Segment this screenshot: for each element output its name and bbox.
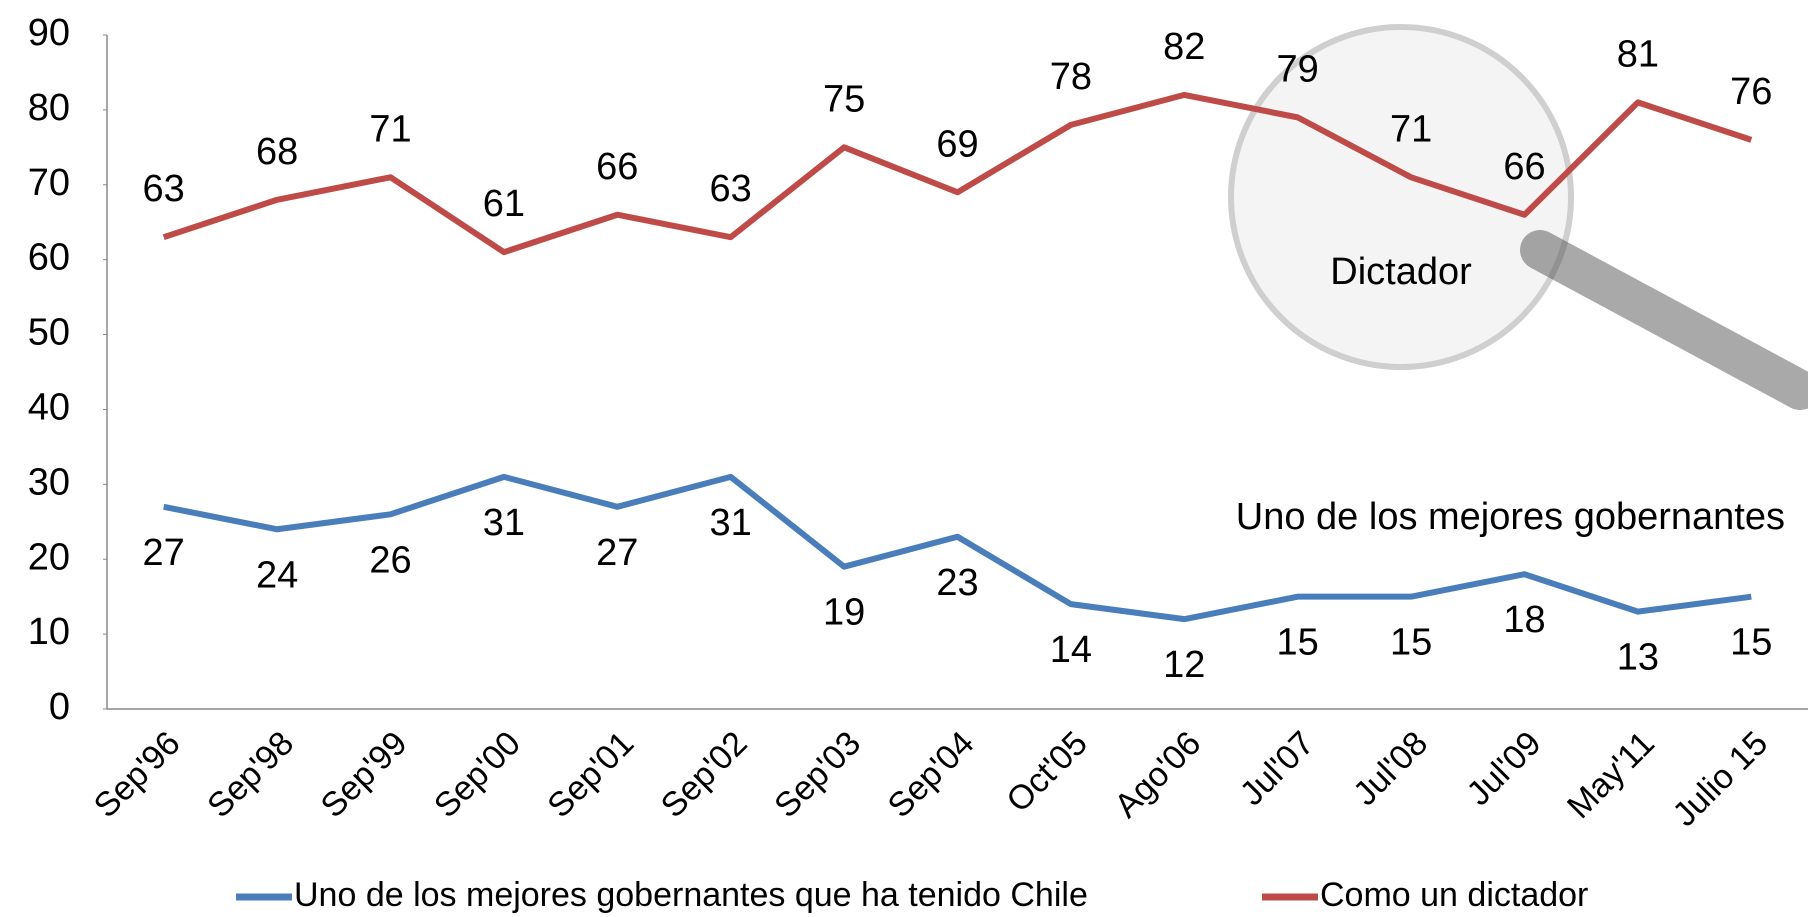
data-label: 23 (936, 562, 978, 604)
data-label: 15 (1730, 622, 1772, 664)
y-tick-label: 40 (28, 386, 70, 428)
data-label: 75 (823, 78, 865, 120)
y-tick-label: 50 (28, 312, 70, 354)
data-label: 31 (710, 502, 752, 544)
y-tick-label: 30 (28, 461, 70, 503)
chart: Dictador Uno de los mejores gobernantes … (0, 0, 1808, 917)
annotation: Uno de los mejores gobernantes (1236, 496, 1785, 538)
y-tick-label: 20 (28, 536, 70, 578)
data-label: 63 (710, 168, 752, 210)
data-label: 71 (1390, 108, 1432, 150)
x-tick-label: Sep'96 (87, 724, 188, 825)
data-label: 61 (483, 183, 525, 225)
data-label: 78 (1050, 56, 1092, 98)
data-label: 12 (1163, 644, 1205, 686)
x-tick-label: Julio 15 (1666, 724, 1776, 834)
data-label: 76 (1730, 71, 1772, 113)
y-tick-label: 0 (49, 686, 70, 728)
data-label: 69 (936, 123, 978, 165)
data-label: 18 (1503, 599, 1545, 641)
x-tick-label: Sep'98 (200, 724, 301, 825)
data-label: 15 (1277, 622, 1319, 664)
data-label: 31 (483, 502, 525, 544)
y-tick-label: 60 (28, 237, 70, 279)
data-label: 79 (1277, 48, 1319, 90)
y-tick-label: 70 (28, 162, 70, 204)
y-tick-label: 90 (28, 12, 70, 54)
magnifier-handle (1540, 250, 1800, 390)
x-tick-label: Sep'99 (314, 724, 415, 825)
x-tick-label: Sep'00 (427, 724, 528, 825)
data-label: 71 (369, 108, 411, 150)
data-label: 68 (256, 131, 298, 173)
y-tick-label: 10 (28, 611, 70, 653)
x-tick-label: Sep'01 (540, 724, 641, 825)
x-tick-label: Sep'04 (881, 724, 982, 825)
data-label: 15 (1390, 622, 1432, 664)
y-tick-label: 80 (28, 87, 70, 129)
legend-label: Como un dictador (1320, 876, 1588, 914)
x-tick-label: Sep'03 (767, 724, 868, 825)
x-tick-label: Ago'06 (1107, 724, 1208, 825)
x-tick-label: May'11 (1560, 724, 1662, 826)
data-label: 24 (256, 554, 298, 596)
data-label: 27 (143, 532, 185, 574)
data-label: 66 (1503, 146, 1545, 188)
data-label: 19 (823, 592, 865, 634)
data-label: 63 (143, 168, 185, 210)
data-label: 26 (369, 539, 411, 581)
x-tick-label: Sep'02 (654, 724, 755, 825)
data-label: 13 (1617, 637, 1659, 679)
annotation: Dictador (1330, 251, 1472, 293)
x-tick-label: Jul'08 (1346, 724, 1435, 813)
x-tick-label: Oct'05 (999, 724, 1095, 820)
x-tick-label: Jul'07 (1233, 724, 1322, 813)
x-tick-label: Jul'09 (1460, 724, 1549, 813)
data-label: 14 (1050, 629, 1092, 671)
data-label: 27 (596, 532, 638, 574)
data-label: 66 (596, 146, 638, 188)
legend-label: Uno de los mejores gobernantes que ha te… (294, 876, 1088, 914)
data-label: 81 (1617, 33, 1659, 75)
data-label: 82 (1163, 26, 1205, 68)
